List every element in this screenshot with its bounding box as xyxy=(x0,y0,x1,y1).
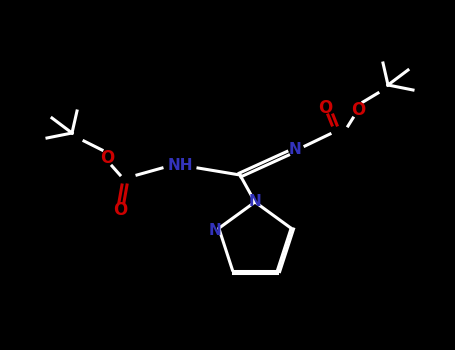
Text: O: O xyxy=(100,149,114,167)
Text: O: O xyxy=(318,99,332,117)
Text: N: N xyxy=(288,142,301,158)
Text: NH: NH xyxy=(167,158,193,173)
Text: O: O xyxy=(113,201,127,219)
Text: O: O xyxy=(351,101,365,119)
Text: N: N xyxy=(208,223,221,238)
Text: N: N xyxy=(248,195,261,210)
